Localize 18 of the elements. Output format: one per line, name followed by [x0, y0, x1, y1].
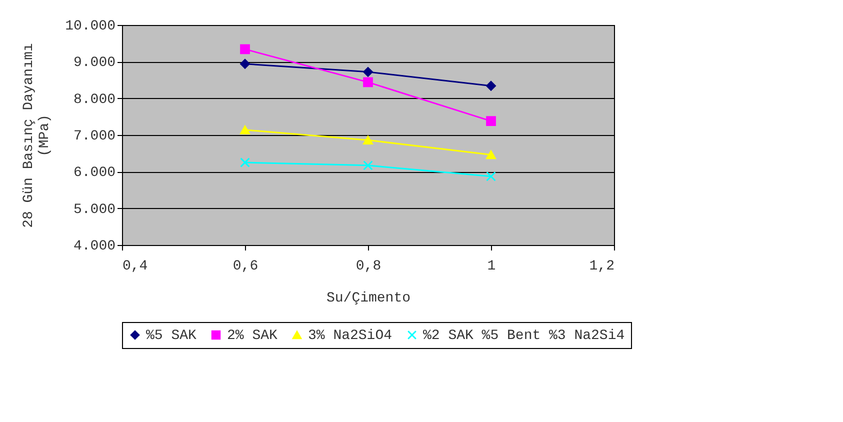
y-tick-label: 5.000 — [73, 202, 116, 218]
y-tick-label: 7.000 — [73, 128, 116, 144]
x-tick-label: 1,2 — [589, 258, 614, 274]
legend-label: 2% SAK — [227, 328, 278, 344]
y-tick-label: 10.000 — [65, 18, 116, 34]
x-tick-label: 0,8 — [356, 258, 382, 274]
y-tick-label: 8.000 — [73, 92, 116, 108]
legend-label: %2 SAK %5 Bent %3 Na2Si4 — [423, 328, 625, 344]
y-axis-title: 28 Gün Basınç Dayanımı (MPa) — [21, 43, 54, 228]
x-tick-label: 0,6 — [232, 258, 258, 274]
legend-label: %5 SAK — [146, 328, 198, 344]
x-tick-label: 0,4 — [122, 258, 148, 274]
y-tick-label: 6.000 — [73, 165, 116, 182]
legend-label: 3% Na2SiO4 — [308, 328, 392, 344]
x-axis-title: Su/Çimento — [326, 290, 411, 306]
y-tick-label: 9.000 — [73, 55, 116, 72]
x-tick-label: 1 — [487, 258, 496, 274]
y-tick-label: 4.000 — [73, 238, 116, 254]
